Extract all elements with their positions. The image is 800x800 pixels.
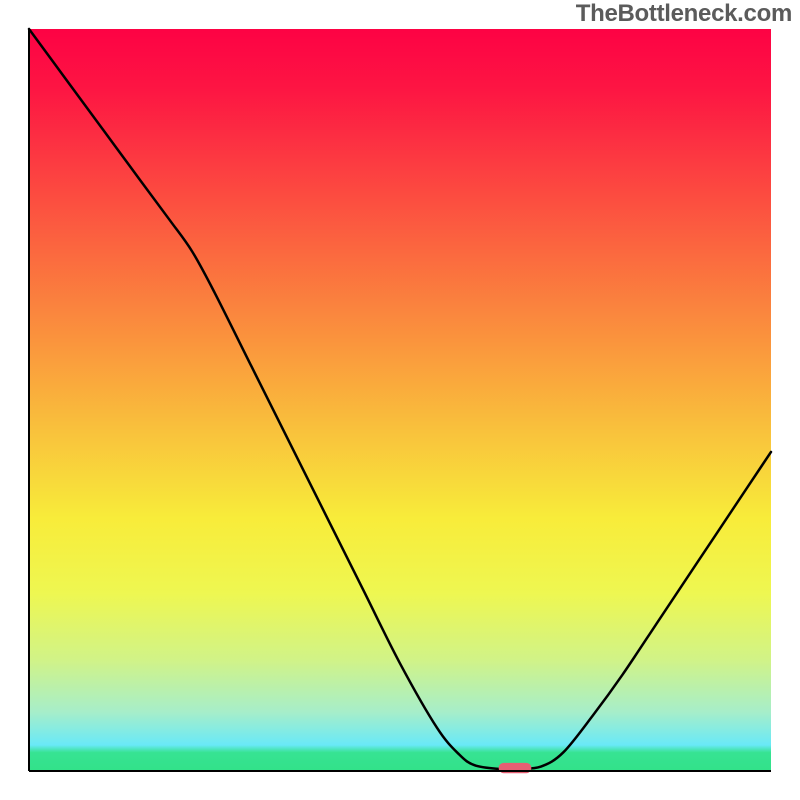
bottleneck-chart — [0, 0, 800, 800]
watermark-text: TheBottleneck.com — [576, 0, 792, 28]
plot-background — [29, 29, 771, 771]
chart-container: { "watermark": { "text": "TheBottleneck.… — [0, 0, 800, 800]
